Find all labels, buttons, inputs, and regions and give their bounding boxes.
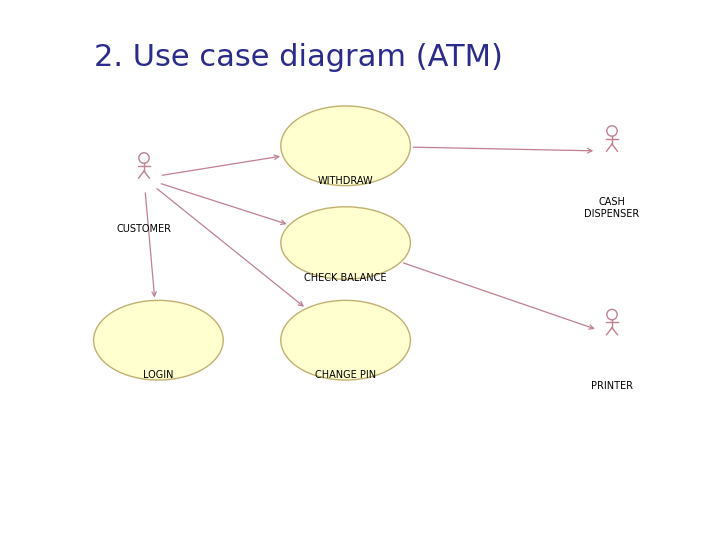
Text: LOGIN: LOGIN: [143, 370, 174, 380]
Ellipse shape: [94, 300, 223, 380]
Ellipse shape: [281, 106, 410, 186]
Ellipse shape: [281, 300, 410, 380]
Ellipse shape: [281, 207, 410, 279]
Text: CHECK BALANCE: CHECK BALANCE: [305, 273, 387, 283]
Text: CUSTOMER: CUSTOMER: [117, 224, 171, 234]
Text: 2. Use case diagram (ATM): 2. Use case diagram (ATM): [94, 43, 503, 72]
Text: CHANGE PIN: CHANGE PIN: [315, 370, 376, 380]
Text: PRINTER: PRINTER: [591, 381, 633, 391]
Text: WITHDRAW: WITHDRAW: [318, 176, 374, 186]
Text: CASH
DISPENSER: CASH DISPENSER: [585, 197, 639, 219]
